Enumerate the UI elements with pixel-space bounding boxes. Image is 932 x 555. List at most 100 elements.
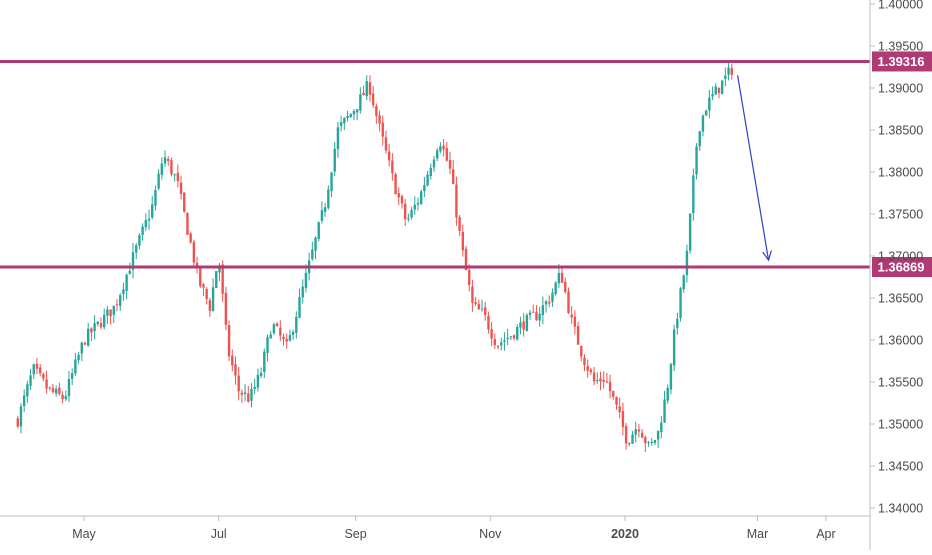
candle-body (64, 396, 67, 400)
candle-body (650, 441, 653, 443)
time-axis[interactable]: May Jul Sep Nov 2020 Mar Apr (72, 516, 836, 541)
candle-body (215, 271, 218, 288)
candle-body (141, 226, 144, 235)
candle-body (160, 163, 164, 175)
candle-body (189, 233, 192, 243)
candle-body (631, 434, 634, 444)
candle-body (516, 326, 519, 340)
time-tick-label: Nov (479, 527, 502, 541)
candle-body (128, 270, 132, 274)
candle-body (387, 151, 391, 161)
candle-body (512, 335, 516, 339)
candle-body (656, 430, 660, 440)
candle-body (682, 275, 685, 290)
candle-body (320, 210, 324, 221)
candle-body (362, 92, 365, 96)
candle-body (605, 381, 609, 383)
candle-body (90, 328, 93, 333)
candle-body (208, 300, 212, 311)
candle-body (442, 145, 445, 150)
candle-body (70, 373, 74, 379)
candle-body (503, 340, 506, 342)
price-tick-label: 1.40000 (878, 0, 923, 12)
candle-body (413, 204, 416, 210)
candle-body (51, 387, 55, 392)
candle-body (509, 336, 513, 338)
candle-body (493, 339, 497, 346)
candle-body (647, 442, 650, 444)
projection-arrow-head (762, 250, 772, 262)
candle-body (685, 250, 689, 276)
candle-body (435, 150, 439, 159)
candle-body (48, 387, 51, 389)
candle-body (119, 295, 122, 306)
candle-body (330, 172, 333, 192)
price-tick-label: 1.36500 (878, 292, 923, 306)
candle-body (640, 432, 644, 438)
candle-body (80, 342, 83, 354)
candle-body (464, 248, 468, 271)
candle-body (83, 342, 87, 345)
candle-body (596, 380, 599, 382)
time-tick-label: Jul (211, 527, 227, 541)
price-tick-label: 1.39000 (878, 82, 923, 96)
candle-body (295, 316, 298, 333)
candle-body (112, 305, 116, 315)
candle-body (471, 286, 474, 303)
candle-body (77, 354, 80, 361)
candle-body (538, 313, 541, 321)
candle-body (279, 327, 282, 336)
level-label: 1.39316 (878, 54, 925, 69)
candle-body (653, 439, 657, 443)
candle-body (227, 325, 231, 357)
candle-body (333, 148, 336, 172)
time-tick-label: 2020 (611, 527, 639, 541)
projection-arrow-shaft (737, 75, 770, 261)
candle-body (608, 381, 612, 392)
candle-body (259, 372, 263, 376)
candle-body (282, 336, 285, 340)
candle-body (138, 235, 141, 246)
candle-body (720, 80, 724, 94)
candle-body (170, 160, 173, 175)
time-tick-label: Mar (747, 527, 769, 541)
candle-body (263, 351, 266, 372)
candle-body (544, 301, 548, 305)
candle-body (301, 286, 304, 298)
price-tick-label: 1.34000 (878, 502, 923, 516)
candle-body (663, 399, 666, 423)
candle-body (240, 392, 244, 395)
candle-body (548, 301, 551, 304)
candle-body (61, 394, 64, 400)
candle-body (458, 217, 461, 231)
candle-body (38, 367, 42, 374)
price-tick-label: 1.35000 (878, 418, 923, 432)
candle-body (583, 357, 586, 366)
candle-body (42, 373, 45, 379)
candle-body (355, 109, 359, 113)
candle-body (250, 388, 253, 401)
candle-body (576, 326, 580, 345)
candle-body (275, 323, 279, 327)
price-axis[interactable]: 1.40000 1.39500 1.39000 1.38500 1.38000 1.375… (870, 0, 923, 516)
candle-body (624, 426, 628, 444)
candle-body (183, 192, 186, 212)
candle-body (67, 378, 71, 397)
candle-body (644, 437, 647, 444)
candle-body (74, 359, 77, 374)
candle-body (554, 282, 557, 295)
candle-body (192, 241, 196, 263)
level-label-box (872, 257, 932, 278)
candle-body (525, 314, 529, 332)
candle-body (125, 274, 128, 291)
candle-body (695, 146, 698, 175)
candle-body (147, 218, 151, 221)
candle-body (692, 175, 695, 213)
candle-body (19, 406, 23, 427)
candle-body (474, 302, 477, 305)
candle-body (224, 292, 228, 325)
price-tick-label: 1.37000 (878, 250, 923, 264)
candle-body (32, 364, 35, 375)
candle-body (621, 410, 625, 428)
candle-body (231, 355, 234, 366)
